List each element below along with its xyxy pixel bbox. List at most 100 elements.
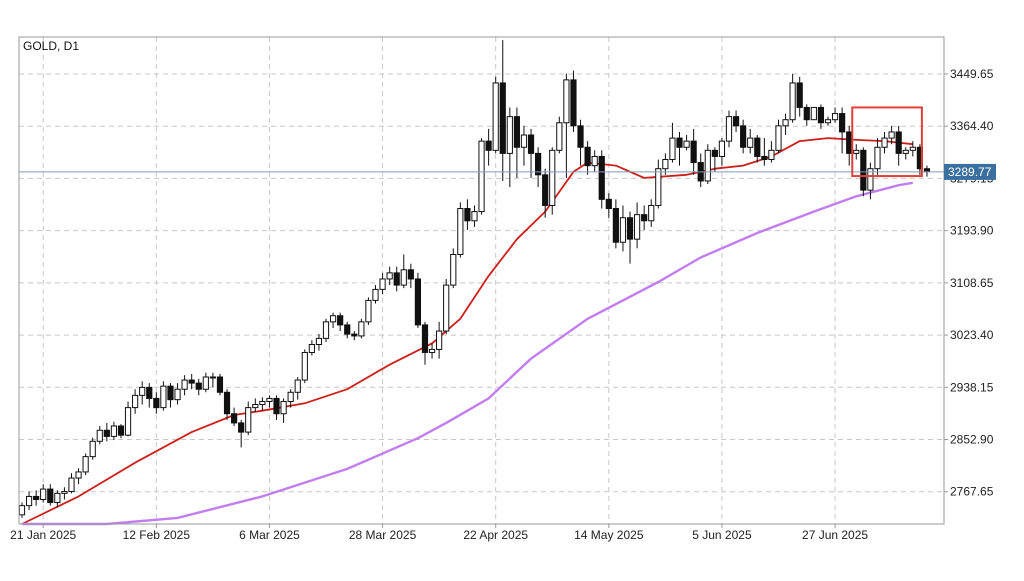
candle[interactable] [485,128,492,166]
candle[interactable] [153,392,160,414]
candle[interactable] [40,484,47,503]
candle[interactable] [535,147,542,188]
candle[interactable] [527,128,535,178]
candle[interactable] [386,266,393,286]
candle[interactable] [110,421,118,441]
candle[interactable] [648,199,655,227]
candle[interactable] [817,104,825,129]
candle[interactable] [570,70,577,132]
price-axis[interactable]: 3449.653364.403279.153193.903108.653023.… [944,67,994,499]
candle[interactable] [881,131,888,154]
candle[interactable] [146,383,153,408]
candle[interactable] [909,141,916,157]
candle[interactable] [676,131,683,166]
time-axis[interactable]: 21 Jan 2025 12 Feb 2025 6 Mar 2025 28 Mar 2… [10,524,868,542]
candle[interactable] [513,107,520,178]
candle[interactable] [294,376,301,400]
candle[interactable] [414,272,422,328]
candle[interactable] [89,437,96,460]
candle[interactable] [591,150,598,172]
candle[interactable] [619,205,627,252]
candle[interactable] [436,321,443,359]
candle[interactable] [280,398,287,423]
candle[interactable] [542,168,549,218]
candle[interactable] [520,125,528,166]
candle[interactable] [75,468,82,485]
candle[interactable] [775,119,782,154]
candle[interactable] [718,138,726,166]
candle[interactable] [82,453,89,475]
candle[interactable] [839,107,846,154]
candle[interactable] [740,119,747,154]
candle[interactable] [796,76,803,117]
candle[interactable] [506,107,513,188]
candle[interactable] [803,104,810,126]
candle[interactable] [252,398,259,412]
candle[interactable] [824,116,832,126]
candle[interactable] [577,119,584,166]
candle[interactable] [641,205,648,230]
candle[interactable] [308,340,315,356]
candle[interactable] [789,73,796,123]
candle[interactable] [464,199,471,230]
candle[interactable] [379,272,386,295]
candle[interactable] [103,422,110,442]
candle[interactable] [117,424,125,439]
candle[interactable] [421,321,429,365]
candle[interactable] [365,297,372,325]
candle[interactable] [337,312,344,332]
candle[interactable] [478,138,485,215]
candle[interactable] [216,373,224,396]
candle[interactable] [132,389,139,414]
candle[interactable] [556,116,563,154]
candle[interactable] [888,125,895,145]
candlesticks[interactable] [18,40,931,518]
candle[interactable] [626,211,634,264]
candle[interactable] [209,372,216,388]
candle[interactable] [174,383,181,405]
candle[interactable] [655,159,662,209]
candle[interactable] [867,162,874,200]
candle[interactable] [273,395,280,420]
candle[interactable] [223,389,231,420]
candle[interactable] [139,381,146,405]
candle[interactable] [61,487,68,500]
candle[interactable] [711,147,718,172]
candle[interactable] [853,144,860,160]
candle[interactable] [322,318,330,343]
candle[interactable] [874,138,881,175]
candle[interactable] [732,110,740,132]
candle[interactable] [754,135,761,163]
candle[interactable] [124,401,132,437]
candle[interactable] [259,397,266,411]
candle[interactable] [195,378,202,396]
candle[interactable] [761,138,768,166]
candle[interactable] [563,73,570,178]
candle[interactable] [492,76,499,154]
candle[interactable] [372,285,379,304]
candle[interactable] [358,318,365,339]
candle[interactable] [662,153,669,175]
candle[interactable] [167,383,174,408]
candle[interactable] [584,141,591,175]
candle[interactable] [181,375,188,396]
candle[interactable] [428,343,436,359]
candle[interactable] [329,312,337,328]
candle[interactable] [895,125,902,166]
candle[interactable] [188,373,195,390]
candle[interactable] [238,419,245,448]
candle[interactable] [443,278,450,335]
candle[interactable] [344,321,351,339]
candle[interactable] [351,331,358,341]
candle[interactable] [725,110,733,148]
candle[interactable] [245,401,252,436]
candle[interactable] [54,490,61,508]
candle[interactable] [450,248,457,289]
candle[interactable] [605,193,612,218]
candle[interactable] [499,40,506,181]
candle[interactable] [612,199,619,249]
candle[interactable] [315,334,323,351]
candle[interactable] [68,473,75,494]
